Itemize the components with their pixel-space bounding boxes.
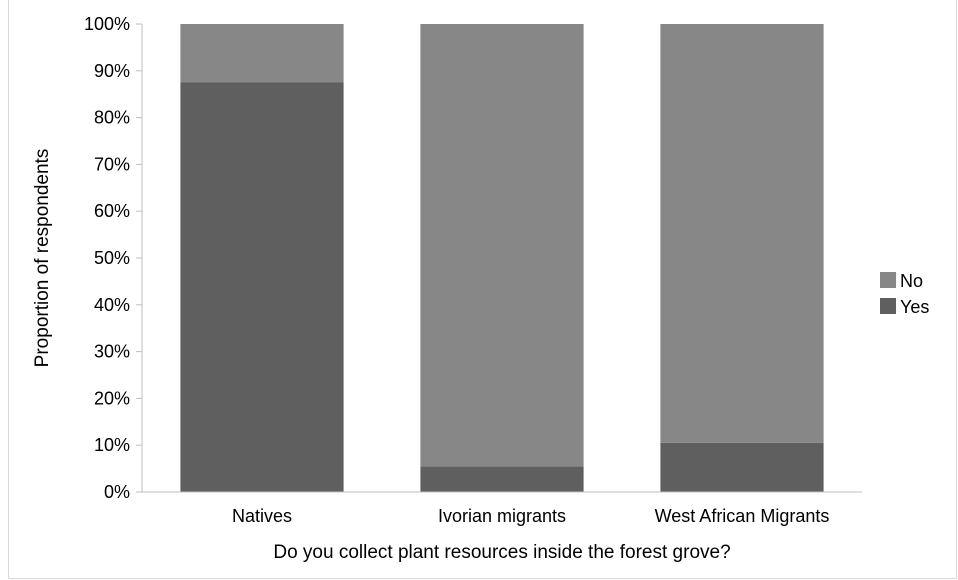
bar-yes-ivorian-migrants (420, 466, 584, 492)
legend: No Yes (880, 271, 929, 317)
x-axis: Natives Ivorian migrants West African Migr… (142, 491, 862, 526)
x-axis-title: Do you collect plant resources inside th… (273, 542, 730, 563)
bar-no-west-african-migrants (660, 24, 824, 443)
y-tick-label: 90% (94, 61, 130, 81)
y-tick-label: 10% (94, 435, 130, 455)
y-tick-labels: 0% 10% 20% 30% 40% 50% 60% 70% 80% 90% 100% (84, 14, 142, 502)
y-tick-label: 70% (94, 154, 130, 174)
chart-frame (8, 0, 957, 579)
y-tick-label: 0% (104, 482, 130, 502)
y-tick-label: 50% (94, 248, 130, 268)
legend-label-no: No (900, 271, 923, 291)
y-axis-title: Proportion of respondents (32, 149, 53, 368)
bars-group (180, 24, 824, 492)
y-tick-label: 100% (84, 14, 130, 34)
bar-yes-west-african-migrants (660, 442, 824, 492)
y-tick-label: 40% (94, 295, 130, 315)
y-axis: 0% 10% 20% 30% 40% 50% 60% 70% 80% 90% 100% (84, 14, 143, 502)
x-tick-labels: Natives Ivorian migrants West African Migr… (232, 506, 829, 526)
legend-swatch-no (880, 272, 896, 288)
bar-yes-natives (180, 82, 344, 492)
x-tick-label: Natives (232, 506, 292, 526)
x-tick-label: West African Migrants (655, 506, 830, 526)
bar-no-ivorian-migrants (420, 24, 584, 467)
bar-no-natives (180, 24, 344, 83)
y-tick-label: 20% (94, 388, 130, 408)
legend-swatch-yes (880, 298, 896, 314)
legend-label-yes: Yes (900, 297, 929, 317)
y-tick-label: 60% (94, 201, 130, 221)
y-tick-label: 30% (94, 342, 130, 362)
y-tick-label: 80% (94, 108, 130, 128)
x-tick-label: Ivorian migrants (438, 506, 566, 526)
